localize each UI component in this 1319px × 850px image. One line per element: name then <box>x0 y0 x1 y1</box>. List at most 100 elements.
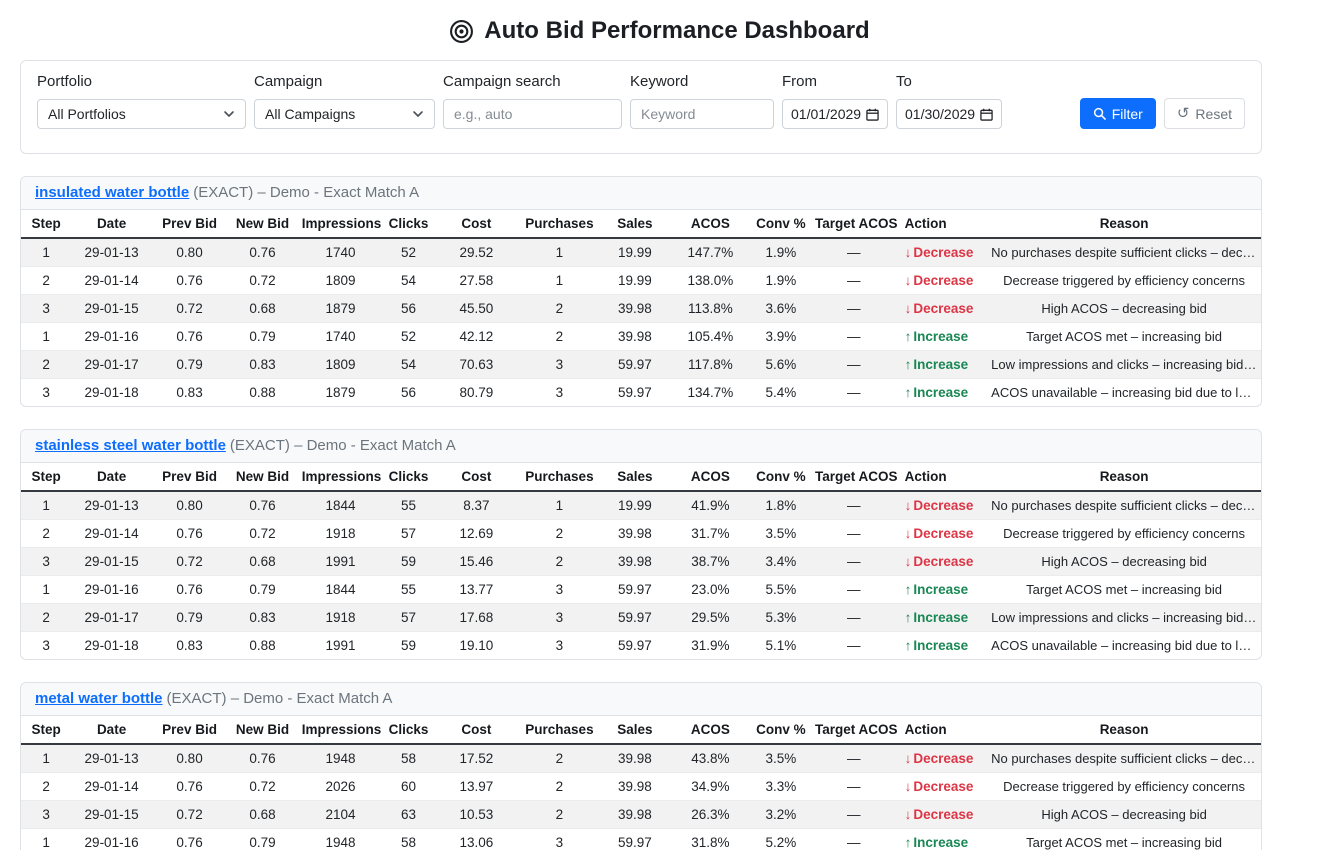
column-header-impressions: Impressions <box>297 463 384 492</box>
cell-new-bid: 0.79 <box>249 835 276 850</box>
action-badge: ↓ Decrease <box>905 554 974 569</box>
cell-clicks: 57 <box>383 603 434 632</box>
from-date-field: From 01/01/2029 <box>782 73 888 129</box>
action-arrow-icon: ↑ <box>904 610 912 625</box>
cell-reason: Low impressions and clicks – increasing … <box>987 350 1261 379</box>
cell-date: 29-01-18 <box>84 385 139 400</box>
cell-acos: 105.4% <box>670 322 751 351</box>
cell-reason: Decrease triggered by efficiency concern… <box>987 519 1261 548</box>
column-header-cost: Cost <box>433 463 520 492</box>
keyword-link[interactable]: metal water bottle <box>35 690 163 707</box>
portfolio-select[interactable]: All Portfolios <box>37 99 246 129</box>
cell-cost: 15.46 <box>433 547 520 576</box>
cell-prev-bid: 0.76 <box>151 519 228 548</box>
cell-new-bid: 0.76 <box>227 744 298 773</box>
cell-prev-bid: 0.80 <box>151 744 228 773</box>
calendar-icon[interactable] <box>980 108 993 121</box>
cell-cost: 19.10 <box>459 638 494 653</box>
from-date-input[interactable]: 01/01/2029 <box>782 99 888 129</box>
column-header-prev-bid: Prev Bid <box>151 463 228 492</box>
cell-step: 1 <box>21 322 72 351</box>
table-row: 1 29-01-13 0.80 0.76 1740 52 29.52 1 19.… <box>21 238 1261 267</box>
column-header-impressions: Impressions <box>297 210 384 239</box>
cell-new-bid: 0.68 <box>227 547 298 576</box>
cell-impressions: 1809 <box>297 350 384 379</box>
keyword-input[interactable] <box>630 99 774 129</box>
action-badge: ↑ Increase <box>905 582 969 597</box>
cell-prev-bid: 0.76 <box>151 772 228 801</box>
cell-date: 29-01-15 <box>71 800 152 829</box>
column-header-date: Date <box>71 716 152 745</box>
campaign-search-input[interactable] <box>443 99 622 129</box>
table-row: 2 29-01-17 0.79 0.83 1918 57 17.68 3 59.… <box>21 603 1261 632</box>
cell-step: 2 <box>21 350 72 379</box>
cell-reason: High ACOS – decreasing bid <box>987 547 1261 576</box>
cell-acos: 147.7% <box>670 238 751 267</box>
cell-impressions: 1948 <box>297 744 384 773</box>
table-row: 1 29-01-16 0.76 0.79 1844 55 13.77 3 59.… <box>21 575 1261 604</box>
cell-new-bid: 0.72 <box>227 266 298 295</box>
cell-sales: 39.98 <box>599 294 671 323</box>
cell-target-acos: — <box>847 835 861 850</box>
cell-new-bid: 0.72 <box>227 772 298 801</box>
cell-acos: 31.8% <box>691 835 730 850</box>
column-header-impressions: Impressions <box>297 716 384 745</box>
calendar-icon[interactable] <box>866 108 879 121</box>
reset-button[interactable]: ↺ Reset <box>1163 98 1245 129</box>
action-arrow-icon: ↓ <box>904 751 912 766</box>
cell-date: 29-01-18 <box>84 638 139 653</box>
cell-cost: 27.58 <box>433 266 520 295</box>
table-header: Step Date Prev Bid New Bid Impressions Clicks… <box>21 210 1261 239</box>
to-date-input[interactable]: 01/30/2029 <box>896 99 1002 129</box>
cell-cost: 17.52 <box>433 744 520 773</box>
cell-impressions: 1809 <box>297 266 384 295</box>
cell-clicks: 57 <box>383 519 434 548</box>
cell-target-acos: — <box>811 772 897 801</box>
cell-impressions: 1991 <box>297 547 384 576</box>
cell-action: ↑ Increase <box>896 603 988 632</box>
action-badge: ↓ Decrease <box>905 751 974 766</box>
cell-cost: 8.37 <box>433 491 520 520</box>
table-row: 1 29-01-13 0.80 0.76 1948 58 17.52 2 39.… <box>21 744 1261 773</box>
bid-steps-table: Step Date Prev Bid New Bid Impressions Clicks… <box>21 210 1261 406</box>
cell-conv: 5.1% <box>765 638 797 653</box>
column-header-target-acos: Target ACOS <box>811 463 897 492</box>
filter-actions: Filter ↺ Reset <box>1079 98 1245 129</box>
cell-action: ↓ Decrease <box>896 772 988 801</box>
cell-impressions: 1844 <box>297 575 384 604</box>
cell-sales: 39.98 <box>599 800 671 829</box>
cell-date: 29-01-17 <box>71 603 152 632</box>
filter-button[interactable]: Filter <box>1079 98 1156 129</box>
table-row: 1 29-01-16 0.76 0.79 1740 52 42.12 2 39.… <box>21 322 1261 351</box>
cell-step: 3 <box>21 547 72 576</box>
campaign-select[interactable]: All Campaigns <box>254 99 435 129</box>
table-row: 3 29-01-15 0.72 0.68 2104 63 10.53 2 39.… <box>21 800 1261 829</box>
cell-acos: 138.0% <box>670 266 751 295</box>
tables-section: insulated water bottle (EXACT) – Demo - E… <box>0 176 1319 850</box>
filter-bar: Portfolio All Portfolios Campaign All Ca… <box>20 60 1262 154</box>
keyword-link[interactable]: stainless steel water bottle <box>35 437 226 454</box>
action-badge: ↑ Increase <box>905 835 969 850</box>
cell-new-bid: 0.83 <box>227 350 298 379</box>
cell-step: 2 <box>21 603 72 632</box>
cell-target-acos: — <box>811 744 897 773</box>
cell-new-bid: 0.79 <box>227 575 298 604</box>
action-badge: ↓ Decrease <box>905 526 974 541</box>
cell-conv: 5.5% <box>750 575 812 604</box>
table-header: Step Date Prev Bid New Bid Impressions Clicks… <box>21 716 1261 745</box>
cell-action: ↑ Increase <box>896 575 988 604</box>
cell-sales: 59.97 <box>599 350 671 379</box>
action-badge: ↑ Increase <box>905 610 969 625</box>
cell-clicks: 56 <box>383 294 434 323</box>
cell-action: ↓ Decrease <box>896 547 988 576</box>
cell-prev-bid: 0.76 <box>151 322 228 351</box>
cell-prev-bid: 0.83 <box>176 385 203 400</box>
cell-action: ↓ Decrease <box>896 266 988 295</box>
table-title-bar: metal water bottle (EXACT) – Demo - Exact… <box>21 683 1261 716</box>
keyword-link[interactable]: insulated water bottle <box>35 184 190 201</box>
action-arrow-icon: ↑ <box>904 329 912 344</box>
campaign-search-label: Campaign search <box>443 73 561 90</box>
cell-action: ↑ Increase <box>896 322 988 351</box>
action-badge: ↓ Decrease <box>905 273 974 288</box>
action-arrow-icon: ↓ <box>904 779 912 794</box>
